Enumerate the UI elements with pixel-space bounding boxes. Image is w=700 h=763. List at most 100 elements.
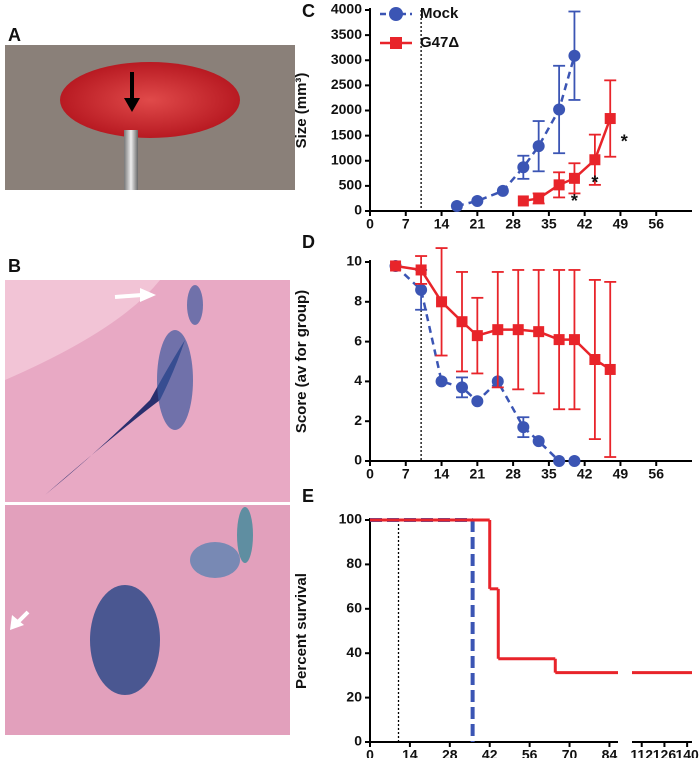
marker <box>589 354 601 366</box>
y-tick-label: 40 <box>346 644 362 660</box>
marker <box>553 334 565 346</box>
x-tick-label: 0 <box>366 466 374 482</box>
y-tick-label: 8 <box>354 293 362 309</box>
x-tick-label: 56 <box>648 216 664 232</box>
y-tick-label: 60 <box>346 600 362 616</box>
arrow-head <box>124 98 140 112</box>
x-tick-label: 56 <box>522 747 538 758</box>
y-tick-label: 1500 <box>331 126 362 142</box>
y-tick-label: 4 <box>354 372 362 388</box>
y-tick-label: 10 <box>346 253 362 269</box>
y-tick-label: 0 <box>354 452 362 468</box>
stain <box>90 585 160 695</box>
marker <box>496 184 509 197</box>
marker <box>471 330 483 342</box>
panel-label: D <box>302 232 315 252</box>
stain <box>190 542 240 578</box>
y-tick-label: 0 <box>354 202 362 218</box>
x-tick-label: 21 <box>470 466 486 482</box>
x-tick-label: 42 <box>482 747 498 758</box>
x-tick-label: 28 <box>505 216 521 232</box>
x-tick-label: 112 <box>630 747 653 758</box>
y-tick-label: 0 <box>354 733 362 749</box>
y-tick-label: 1000 <box>331 151 362 167</box>
x-tick-label: 49 <box>613 466 629 482</box>
x-tick-label: 140 <box>675 747 699 758</box>
legend-label: G47Δ <box>420 34 459 51</box>
stain <box>157 330 193 430</box>
y-axis-label: Score (av for group) <box>293 290 310 433</box>
y-tick-label: 80 <box>346 555 362 571</box>
x-tick-label: 42 <box>577 466 593 482</box>
photo-a <box>5 45 295 190</box>
marker <box>492 324 504 336</box>
marker <box>450 199 463 212</box>
panel-label: B <box>8 256 21 276</box>
arrow <box>16 610 30 624</box>
x-tick-label: 56 <box>648 466 664 482</box>
marker <box>415 264 427 276</box>
marker <box>436 296 448 308</box>
panel-label: C <box>302 1 315 21</box>
x-tick-label: 126 <box>653 747 677 758</box>
x-tick-label: 28 <box>505 466 521 482</box>
x-tick-label: 28 <box>442 747 458 758</box>
marker <box>532 435 545 448</box>
y-axis-label: Percent survival <box>293 573 310 689</box>
legend-marker <box>390 37 402 49</box>
wound <box>60 62 240 138</box>
tissue-layer <box>5 280 160 380</box>
x-tick-label: 49 <box>613 216 629 232</box>
x-tick-label: 0 <box>366 216 374 232</box>
arrow <box>114 293 143 299</box>
y-tick-label: 2 <box>354 412 362 428</box>
significance-mark: * <box>621 131 628 151</box>
marker <box>553 179 565 191</box>
marker <box>553 455 566 467</box>
marker <box>553 103 566 116</box>
y-tick-label: 100 <box>339 511 363 527</box>
marker <box>589 154 601 166</box>
series-line <box>394 265 575 463</box>
y-tick-label: 3500 <box>331 26 362 42</box>
panel-label: E <box>302 486 314 506</box>
legend-marker <box>389 7 403 21</box>
arrow-head <box>140 288 156 302</box>
x-tick-label: 84 <box>602 747 618 758</box>
significance-mark: * <box>571 191 578 211</box>
marker <box>390 260 402 272</box>
marker <box>471 194 484 207</box>
marker <box>568 49 581 62</box>
x-tick-label: 70 <box>562 747 578 758</box>
x-tick-label: 14 <box>402 747 418 758</box>
marker <box>471 395 484 408</box>
stain <box>237 507 253 563</box>
x-tick-label: 21 <box>470 216 486 232</box>
marker <box>533 326 545 338</box>
stain <box>187 285 203 325</box>
marker <box>435 375 448 388</box>
marker <box>568 334 580 346</box>
y-tick-label: 500 <box>339 177 363 193</box>
photo-b-bottom <box>5 505 290 735</box>
y-axis-label: Size (mm³) <box>293 73 310 149</box>
x-tick-label: 7 <box>402 216 410 232</box>
marker <box>517 161 530 174</box>
y-tick-label: 2500 <box>331 76 362 92</box>
marker <box>568 172 580 184</box>
legend-label: Mock <box>420 5 459 22</box>
y-tick-label: 6 <box>354 332 362 348</box>
marker <box>568 455 581 467</box>
marker <box>456 316 468 328</box>
photo-b-top <box>5 280 290 502</box>
marker <box>533 192 545 204</box>
marker <box>517 421 530 434</box>
marker <box>456 381 468 394</box>
significance-mark: * <box>591 172 598 192</box>
y-tick-label: 3000 <box>331 51 362 67</box>
x-tick-label: 42 <box>577 216 593 232</box>
x-tick-label: 35 <box>541 466 557 482</box>
x-tick-label: 7 <box>402 466 410 482</box>
y-tick-label: 20 <box>346 688 362 704</box>
marker <box>415 283 428 296</box>
